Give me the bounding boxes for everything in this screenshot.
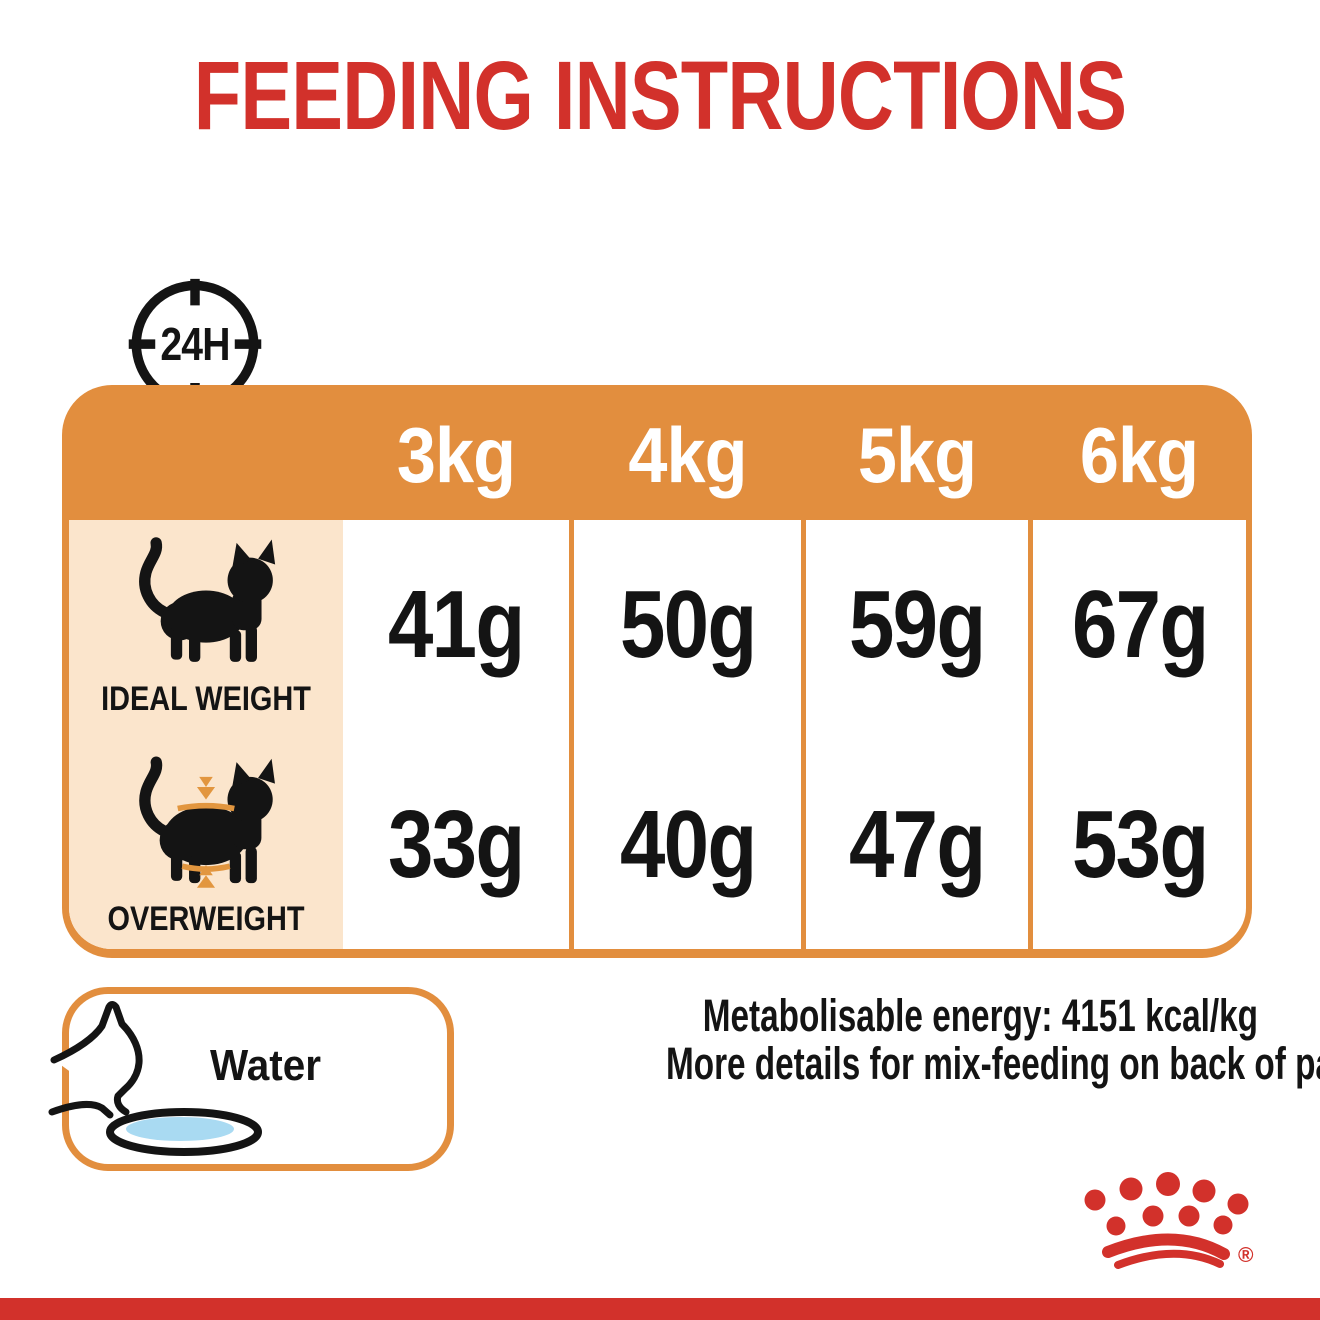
royal-canin-crown-logo bbox=[1084, 1172, 1249, 1269]
page-title: FEEDING INSTRUCTIONS bbox=[193, 41, 1127, 150]
serving-overweight-3kg: 33g bbox=[388, 791, 525, 898]
energy-notes: Metabolisable energy: 4151 kcal/kg More … bbox=[458, 990, 1320, 1089]
metabolisable-energy-text: Metabolisable energy: 4151 kcal/kg bbox=[702, 990, 1258, 1041]
registered-trademark-mark: ® bbox=[1238, 1244, 1254, 1267]
column-divider bbox=[569, 520, 574, 949]
column-divider bbox=[1028, 520, 1033, 949]
serving-overweight-4kg: 40g bbox=[619, 791, 757, 898]
serving-ideal-4kg: 50g bbox=[619, 571, 757, 678]
cat-overweight-icon bbox=[139, 756, 275, 888]
bottom-red-bar bbox=[0, 1298, 1320, 1320]
serving-ideal-6kg: 67g bbox=[1071, 571, 1209, 678]
feeding-table-body: IDEAL WEIGHT 41g 50g 59g 67g OVERWEIGHT … bbox=[62, 520, 1252, 958]
column-header-4kg: 4kg bbox=[628, 411, 747, 499]
clock-24h-label: 24H bbox=[160, 318, 230, 370]
serving-ideal-3kg: 41g bbox=[388, 571, 525, 678]
column-header-6kg: 6kg bbox=[1079, 411, 1199, 499]
water-label: Water bbox=[210, 1041, 321, 1090]
serving-overweight-5kg: 47g bbox=[849, 791, 986, 898]
cat-drinking-water-icon bbox=[48, 1001, 262, 1156]
mix-feeding-text: More details for mix-feeding on back of … bbox=[666, 1038, 1320, 1089]
row-label-overweight: OVERWEIGHT bbox=[107, 900, 305, 938]
row-label-ideal-weight: IDEAL WEIGHT bbox=[101, 680, 311, 718]
cat-ideal-weight-icon bbox=[139, 537, 276, 662]
column-header-5kg: 5kg bbox=[857, 411, 977, 499]
clock-24h-icon bbox=[128, 278, 262, 410]
column-divider bbox=[801, 520, 806, 949]
serving-ideal-5kg: 59g bbox=[849, 571, 986, 678]
serving-overweight-6kg: 53g bbox=[1071, 791, 1209, 898]
feeding-table-header: 3kg 4kg 5kg 6kg bbox=[62, 385, 1252, 520]
column-header-3kg: 3kg bbox=[396, 411, 516, 499]
